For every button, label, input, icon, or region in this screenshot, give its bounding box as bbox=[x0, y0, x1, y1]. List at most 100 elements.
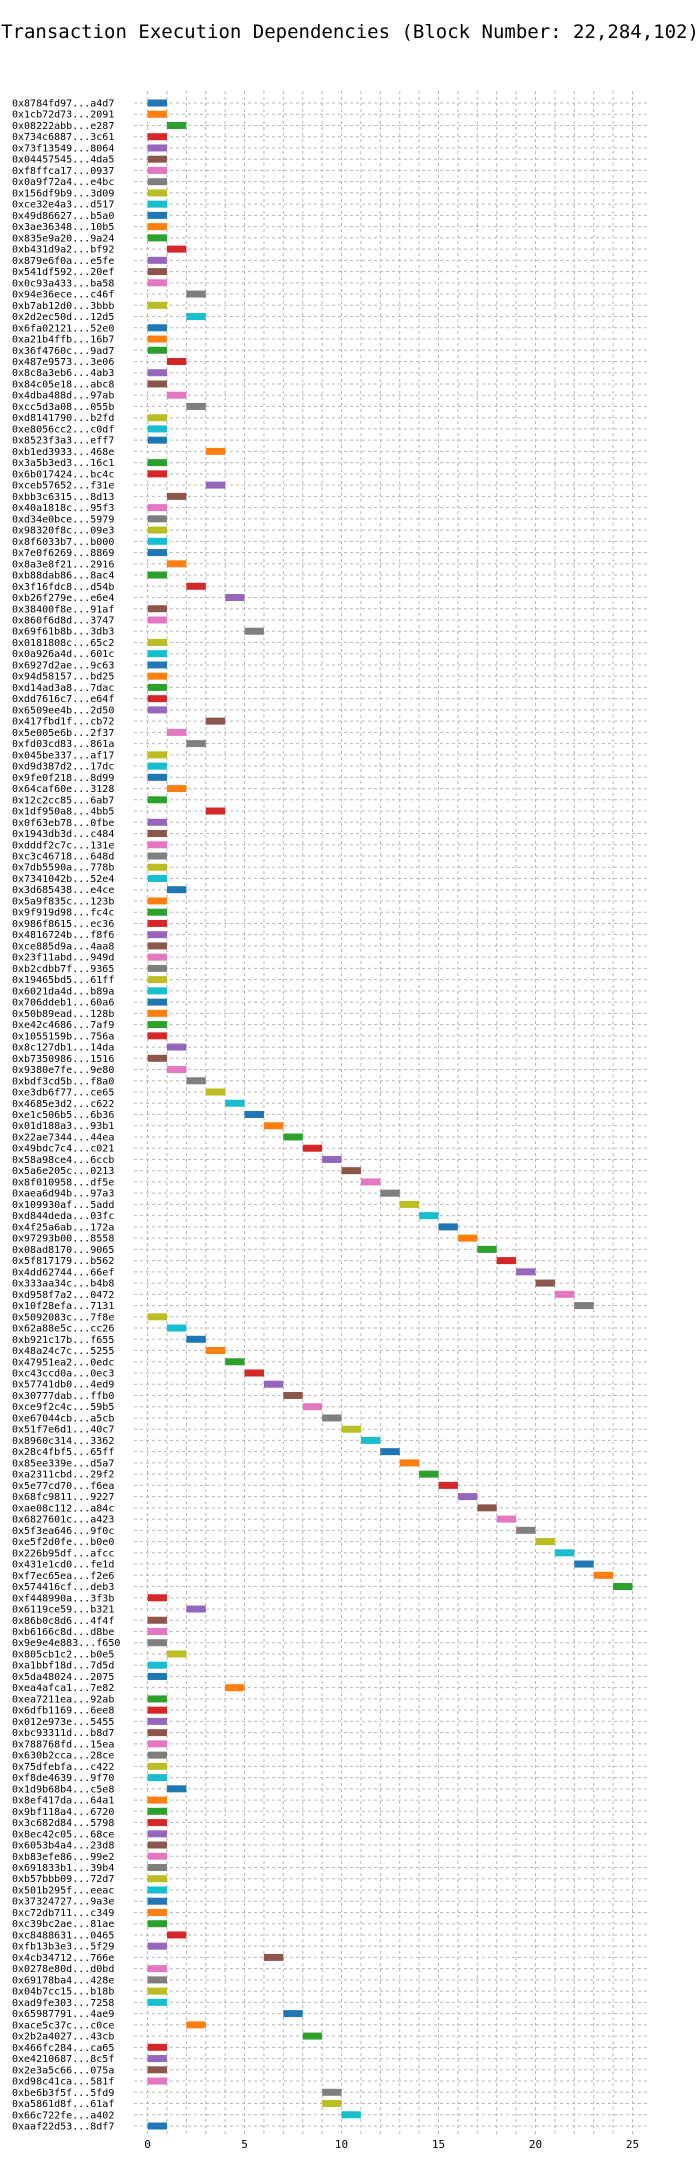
transaction-label: 0xbdf3cd5b...f8a0 bbox=[12, 1076, 114, 1087]
transaction-label: 0x706ddeb1...60a6 bbox=[12, 998, 114, 1009]
transaction-label: 0x6dfb1169...6ee8 bbox=[12, 1706, 114, 1717]
transaction-label: 0x08222abb...e287 bbox=[12, 121, 114, 132]
transaction-label: 0xc72db711...c349 bbox=[12, 1908, 114, 1919]
transaction-bar bbox=[302, 2032, 323, 2040]
transaction-label: 0xcc5d3a08...055b bbox=[12, 402, 114, 413]
transaction-bar bbox=[399, 1459, 420, 1467]
transaction-bar bbox=[147, 1740, 167, 1748]
transaction-bar bbox=[166, 391, 187, 399]
transaction-bar bbox=[147, 773, 167, 781]
transaction-bar bbox=[380, 1189, 400, 1197]
transaction-label: 0xa1bbf18d...7d5d bbox=[12, 1661, 114, 1672]
transaction-label: 0xbb3c6315...8d13 bbox=[12, 492, 114, 503]
transaction-bar bbox=[147, 1616, 167, 1624]
transaction-label: 0x8ec42c05...68ce bbox=[12, 1829, 114, 1840]
transaction-label: 0x0181808c...65c2 bbox=[12, 638, 114, 649]
transaction-label: 0xd34e0bce...5979 bbox=[12, 514, 114, 525]
transaction-bar bbox=[244, 1369, 264, 1377]
transaction-label: 0xae08c112...a84c bbox=[12, 1503, 114, 1514]
transaction-bar bbox=[147, 751, 167, 759]
transaction-label: 0x0f63eb78...0fbe bbox=[12, 818, 114, 829]
transaction-label: 0x0a926a4d...601c bbox=[12, 649, 114, 660]
transaction-bar bbox=[496, 1257, 517, 1265]
transaction-label: 0x9bf118a4...6720 bbox=[12, 1807, 114, 1818]
transaction-bar bbox=[147, 1875, 167, 1883]
transaction-bar bbox=[147, 346, 167, 354]
transaction-label: 0x8a3e8f21...2916 bbox=[12, 559, 114, 570]
transaction-bar bbox=[147, 537, 167, 545]
transaction-label: 0x10f28efa...7131 bbox=[12, 1301, 114, 1312]
transaction-label: 0x4685e3d2...c622 bbox=[12, 1099, 114, 1110]
transaction-label: 0x5a6e205c...0213 bbox=[12, 1166, 114, 1177]
transaction-bar bbox=[147, 672, 167, 680]
transaction-label: 0xce885d9a...4aa8 bbox=[12, 941, 114, 952]
transaction-bar bbox=[147, 818, 167, 826]
transaction-bar bbox=[147, 200, 167, 208]
transaction-bar bbox=[147, 1796, 167, 1804]
transaction-label: 0x1055159b...756a bbox=[12, 1031, 114, 1042]
transaction-bar bbox=[147, 1762, 167, 1770]
transaction-bar bbox=[263, 1122, 284, 1130]
transaction-label: 0x4cb34712...766e bbox=[12, 1953, 114, 1964]
transaction-bar bbox=[380, 1448, 400, 1456]
transaction-bar bbox=[147, 1852, 167, 1860]
transaction-bar bbox=[147, 998, 167, 1006]
transaction-label: 0x3f16fdc8...d54b bbox=[12, 582, 114, 593]
transaction-label: 0x4dd62744...66ef bbox=[12, 1267, 114, 1278]
transaction-label: 0x30777dab...ffb0 bbox=[12, 1391, 114, 1402]
x-tick-label: 25 bbox=[626, 2138, 639, 2151]
transaction-label: 0x734c6887...3c61 bbox=[12, 132, 114, 143]
transaction-label: 0xc3c46718...648d bbox=[12, 852, 114, 863]
transaction-label: 0x045be337...af17 bbox=[12, 750, 114, 761]
transaction-label: 0x1943db3d...c484 bbox=[12, 829, 114, 840]
transaction-label: 0xb921c17b...f655 bbox=[12, 1335, 114, 1346]
transaction-label: 0x5e005e6b...2f37 bbox=[12, 728, 114, 739]
transaction-label: 0x5f817179...b562 bbox=[12, 1256, 114, 1267]
transaction-bar bbox=[302, 1144, 323, 1152]
transaction-bar bbox=[147, 515, 167, 523]
transaction-bar bbox=[147, 369, 167, 377]
transaction-label: 0x28c4fbf5...65ff bbox=[12, 1447, 114, 1458]
transaction-label: 0xce9f2c4c...59b5 bbox=[12, 1402, 114, 1413]
transaction-label: 0xaea6d94b...97a3 bbox=[12, 1189, 114, 1200]
transaction-bar bbox=[263, 1380, 284, 1388]
transaction-bar bbox=[613, 1583, 633, 1591]
transaction-label: 0x630b2cca...28ce bbox=[12, 1751, 114, 1762]
grid-lines bbox=[134, 91, 648, 2136]
transaction-bar bbox=[147, 762, 167, 770]
transaction-label: 0xe42c4686...7af9 bbox=[12, 1020, 114, 1031]
transaction-bar bbox=[166, 492, 187, 500]
transaction-label: 0xace5c37c...c0ce bbox=[12, 2020, 114, 2031]
transaction-bar bbox=[166, 1785, 187, 1793]
transaction-bar bbox=[147, 1695, 167, 1703]
transaction-bar bbox=[593, 1571, 614, 1579]
transaction-bar bbox=[283, 2010, 303, 2018]
transaction-bar bbox=[535, 1538, 555, 1546]
transaction-label: 0x0278e80d...d0bd bbox=[12, 1964, 114, 1975]
transaction-label: 0x69178ba4...428e bbox=[12, 1975, 114, 1986]
transaction-bar bbox=[166, 728, 187, 736]
transaction-bar bbox=[147, 830, 167, 838]
transaction-bar bbox=[186, 1077, 206, 1085]
transaction-bar bbox=[147, 144, 167, 152]
transaction-bar bbox=[457, 1234, 478, 1242]
transaction-bar bbox=[147, 874, 167, 882]
transaction-bar bbox=[147, 234, 167, 242]
transaction-bar bbox=[147, 605, 167, 613]
transaction-label: 0xea7211ea...92ab bbox=[12, 1694, 114, 1705]
transaction-bar bbox=[477, 1504, 497, 1512]
transaction-bar bbox=[147, 1054, 167, 1062]
transaction-label: 0x5f3ea646...9f0c bbox=[12, 1526, 114, 1537]
transaction-bar bbox=[147, 1627, 167, 1635]
transaction-bar bbox=[147, 942, 167, 950]
transaction-label: 0xe8056cc2...c0df bbox=[12, 424, 114, 435]
transaction-label: 0x4f25a6ab...172a bbox=[12, 1222, 114, 1233]
transaction-bar bbox=[244, 627, 264, 635]
transaction-label: 0xa21b4ffb...16b7 bbox=[12, 335, 114, 346]
transaction-label: 0x38400f8e...91af bbox=[12, 604, 114, 615]
transaction-label: 0xe67044cb...a5cb bbox=[12, 1413, 114, 1424]
transaction-bar bbox=[147, 178, 167, 186]
transaction-bar bbox=[225, 594, 245, 602]
transaction-bar bbox=[360, 1436, 381, 1444]
transaction-bar bbox=[496, 1515, 517, 1523]
